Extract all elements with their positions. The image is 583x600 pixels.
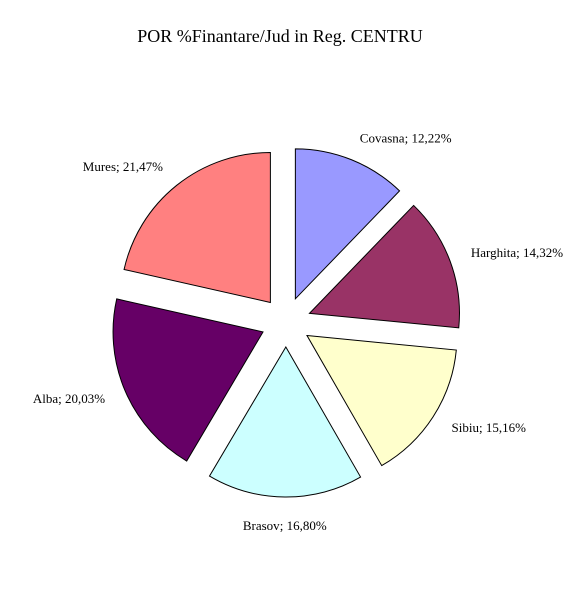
data-label: Brasov; 16,80% bbox=[243, 518, 327, 533]
label-separator: ; bbox=[479, 420, 486, 435]
category-label: Harghita bbox=[471, 245, 516, 260]
data-label: Harghita; 14,32% bbox=[471, 245, 563, 260]
pie-slice bbox=[308, 204, 460, 329]
value-label: 12,22% bbox=[411, 130, 451, 145]
pie-slice bbox=[294, 148, 401, 301]
pie-slice bbox=[112, 298, 264, 462]
category-label: Sibiu bbox=[452, 420, 480, 435]
label-separator: ; bbox=[58, 391, 65, 406]
value-label: 20,03% bbox=[65, 391, 105, 406]
label-separator: ; bbox=[516, 245, 523, 260]
data-label: Sibiu; 15,16% bbox=[452, 420, 527, 435]
value-label: 16,80% bbox=[287, 518, 327, 533]
value-label: 21,47% bbox=[123, 159, 163, 174]
value-label: 15,16% bbox=[486, 420, 526, 435]
category-label: Covasna bbox=[360, 130, 405, 145]
label-separator: ; bbox=[280, 518, 287, 533]
data-label: Alba; 20,03% bbox=[33, 391, 105, 406]
pie-slice bbox=[306, 334, 457, 467]
chart-title: POR %Finantare/Jud in Reg. CENTRU bbox=[137, 26, 423, 46]
value-label: 14,32% bbox=[523, 245, 563, 260]
label-separator: ; bbox=[116, 159, 123, 174]
pie-slice bbox=[123, 151, 271, 304]
label-separator: ; bbox=[405, 130, 412, 145]
category-label: Mures bbox=[83, 159, 116, 174]
category-label: Alba bbox=[33, 391, 59, 406]
pie-slice bbox=[208, 346, 362, 498]
data-label: Mures; 21,47% bbox=[83, 159, 163, 174]
category-label: Brasov bbox=[243, 518, 280, 533]
data-label: Covasna; 12,22% bbox=[360, 130, 452, 145]
